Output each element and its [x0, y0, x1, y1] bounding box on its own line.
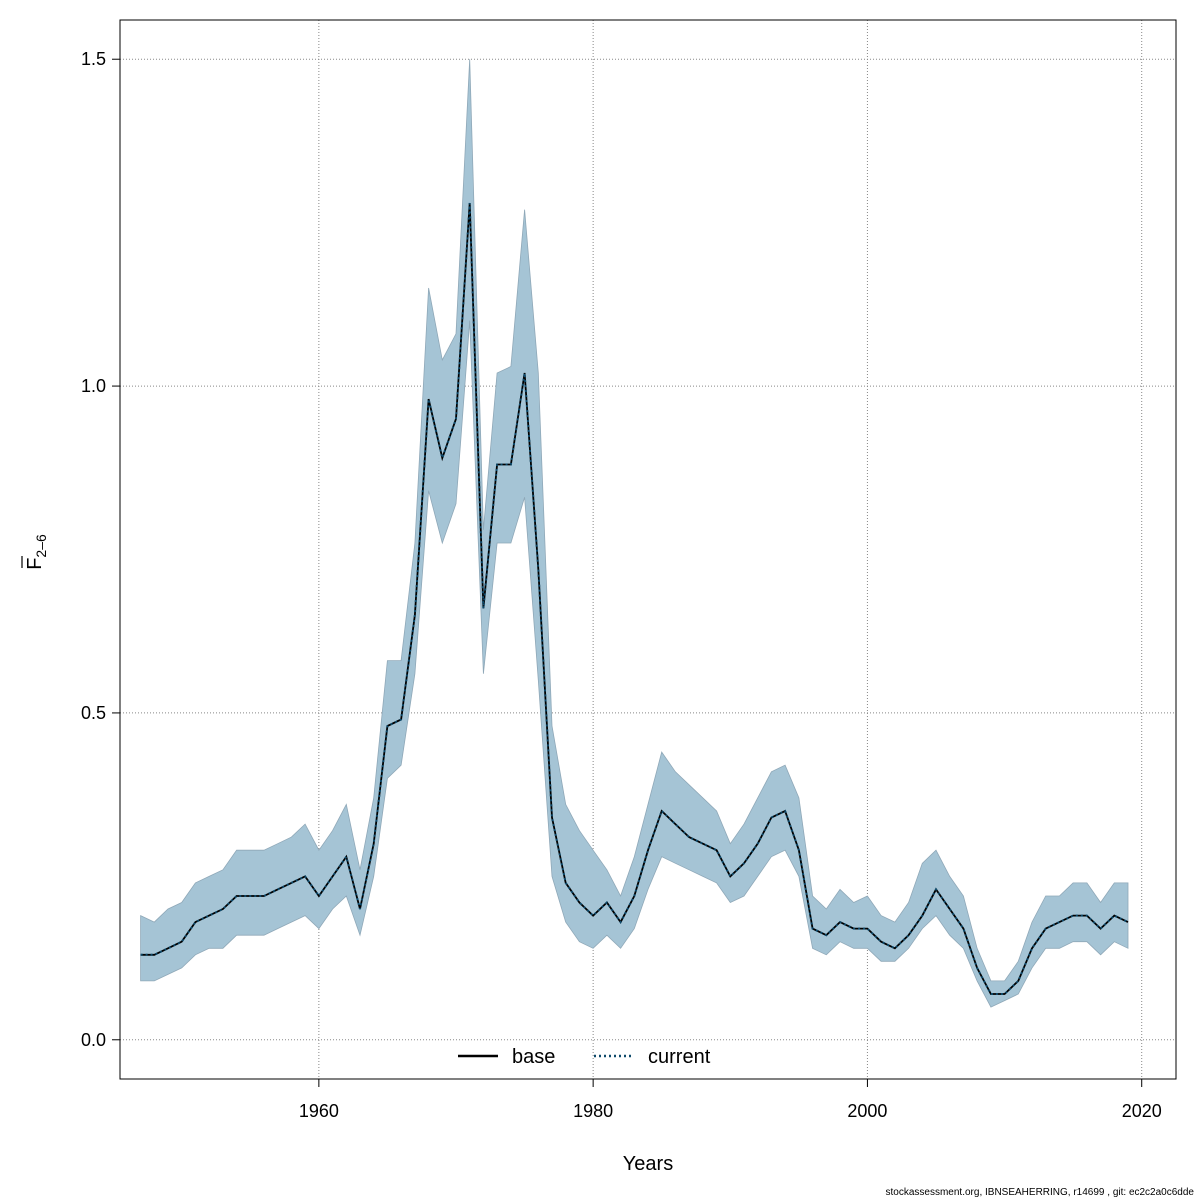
x-tick-label-2: 2000 [847, 1101, 887, 1121]
y-axis: 0.0 0.5 1.0 1.5 [81, 49, 120, 1050]
y-tick-label-0: 0.0 [81, 1030, 106, 1050]
legend-label-current: current [648, 1046, 711, 1068]
svg-text:F2–6: F2–6 [24, 534, 49, 570]
series-line-current [140, 202, 1129, 995]
plot-frame [119, 19, 1177, 1080]
legend: base current [458, 1046, 711, 1068]
x-tick-label-1: 1980 [573, 1101, 613, 1121]
legend-label-base: base [512, 1046, 555, 1068]
y-tick-label-2: 1.0 [81, 376, 106, 396]
confidence-band [140, 59, 1129, 1008]
x-axis-label: Years [623, 1153, 673, 1175]
footer-credit: stockassessment.org, IBNSEAHERRING, r146… [885, 1187, 1194, 1198]
y-tick-label-1: 0.5 [81, 703, 106, 723]
x-axis: 1960 1980 2000 2020 [299, 1079, 1162, 1121]
x-tick-label-3: 2020 [1122, 1101, 1162, 1121]
y-axis-label-main: F [24, 558, 46, 570]
y-tick-label-3: 1.5 [81, 49, 106, 69]
y-axis-label-sub: 2–6 [33, 534, 49, 558]
y-axis-label: F2–6 [21, 534, 49, 570]
x-tick-label-0: 1960 [299, 1101, 339, 1121]
